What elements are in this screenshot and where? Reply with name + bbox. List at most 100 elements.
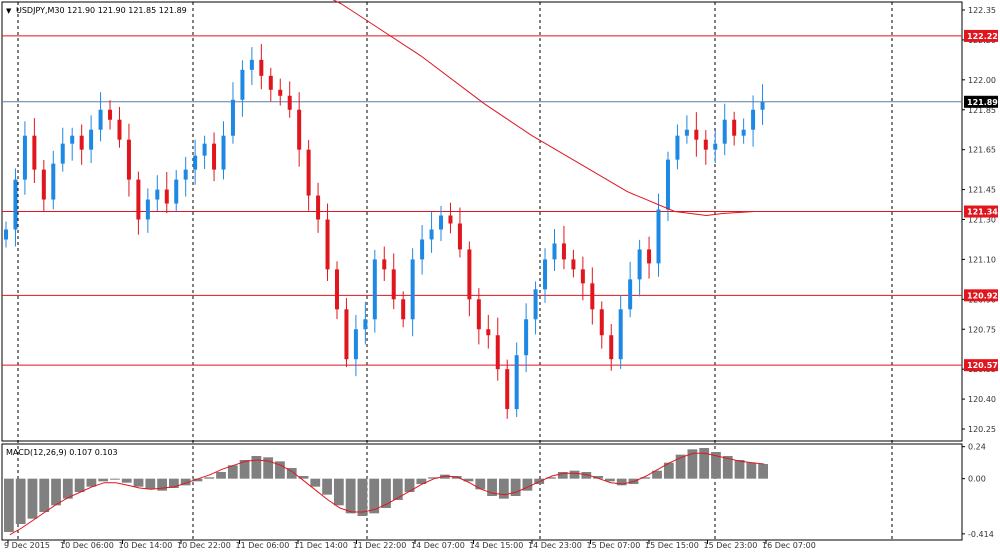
- candle-body: [13, 179, 18, 230]
- y-tick-label: 122.00: [968, 76, 996, 85]
- candle-body: [533, 289, 538, 320]
- macd-histogram-bar: [27, 478, 38, 519]
- x-tick-label: 14 Dec 07:00: [411, 541, 465, 550]
- candle-body: [656, 209, 661, 264]
- candle-body: [306, 149, 311, 196]
- price-level-tag: [964, 205, 998, 218]
- x-tick-label: 11 Dec 22:00: [353, 541, 407, 550]
- candle-body: [722, 119, 727, 144]
- candle-body: [259, 59, 264, 76]
- macd-histogram-bar: [711, 452, 721, 479]
- candle-body: [448, 215, 453, 224]
- macd-histogram-bar: [675, 454, 686, 479]
- macd-histogram-bar: [98, 478, 109, 482]
- macd-y-tick-label: 0.24: [968, 443, 986, 452]
- macd-histogram-bar: [569, 470, 580, 479]
- y-tick-label: 121.10: [968, 255, 996, 264]
- candle-body: [628, 279, 633, 310]
- current-price-tag: [964, 95, 998, 108]
- x-tick-label: 10 Dec 14:00: [119, 541, 173, 550]
- candle-body: [486, 329, 491, 336]
- candle-body: [401, 299, 406, 320]
- macd-histogram-bar: [286, 468, 297, 479]
- candle-body: [344, 309, 349, 360]
- x-tick-label: 14 Dec 23:00: [528, 541, 582, 550]
- candle-body: [316, 195, 321, 220]
- candle-body: [571, 259, 576, 270]
- macd-histogram-bar: [39, 478, 50, 512]
- macd-histogram-bar: [263, 457, 274, 479]
- candle-body: [325, 219, 330, 270]
- candle-body: [287, 95, 292, 110]
- y-tick-label: 121.45: [968, 186, 996, 195]
- candle-body: [741, 129, 746, 136]
- price-level-tag: [964, 29, 998, 42]
- candle-body: [599, 309, 604, 336]
- candle-body: [514, 355, 519, 410]
- macd-histogram-bar: [227, 465, 238, 479]
- macd-histogram-bar: [345, 478, 356, 514]
- x-tick-label: 15 Dec 07:00: [587, 541, 641, 550]
- macd-histogram-bar: [581, 472, 592, 479]
- macd-histogram-bar: [110, 478, 120, 480]
- macd-histogram-bar: [369, 478, 380, 514]
- x-tick-label: 15 Dec 15:00: [645, 541, 699, 550]
- candle-body: [108, 109, 113, 120]
- candle-body: [543, 259, 548, 290]
- macd-histogram-bar: [86, 478, 97, 487]
- candle-body: [505, 369, 510, 410]
- candle-body: [675, 135, 680, 160]
- moving-average-line: [332, 0, 770, 217]
- macd-histogram-bar: [51, 478, 61, 506]
- macd-histogram-bar: [121, 478, 132, 483]
- candle-body: [410, 259, 415, 320]
- macd-histogram-bar: [392, 478, 403, 500]
- x-tick-label: 11 Dec 14:00: [294, 541, 348, 550]
- y-tick-label: 121.65: [968, 146, 996, 155]
- macd-histogram-bar: [310, 478, 321, 487]
- macd-histogram-bar: [510, 478, 521, 496]
- macd-histogram-bar: [74, 478, 85, 492]
- triangle-down-icon[interactable]: ▼: [6, 7, 12, 15]
- candle-body: [164, 189, 169, 204]
- candle-body: [713, 143, 718, 150]
- y-tick-label: 120.25: [968, 425, 996, 434]
- macd-histogram-bar: [758, 464, 768, 479]
- macd-histogram-bar: [4, 478, 14, 532]
- candle-body: [609, 335, 614, 360]
- macd-histogram-bar: [475, 478, 486, 490]
- macd-histogram-bar: [216, 472, 226, 479]
- macd-histogram-bar: [168, 478, 179, 488]
- candle-body: [372, 259, 377, 320]
- price-level-label: 120.57: [967, 361, 998, 370]
- candle-body: [202, 143, 207, 156]
- candle-body: [117, 119, 122, 140]
- macd-y-tick-label: 0.00: [968, 475, 986, 484]
- candle-body: [51, 163, 56, 200]
- candle-body: [552, 243, 557, 260]
- x-tick-label: 9 Dec 2015: [4, 541, 50, 550]
- candle-body: [4, 229, 8, 240]
- macd-histogram-bar: [416, 478, 427, 484]
- macd-header: MACD(12,26,9) 0.107 0.103: [6, 448, 118, 457]
- macd-histogram-bar: [640, 477, 651, 479]
- macd-histogram-bar: [663, 462, 674, 479]
- macd-histogram-bar: [605, 478, 615, 482]
- macd-histogram-bar: [275, 461, 285, 479]
- candle-body: [278, 89, 283, 96]
- candle-body: [665, 159, 670, 210]
- macd-histogram-bar: [15, 478, 26, 524]
- y-tick-label: 121.30: [968, 216, 996, 225]
- candle-body: [457, 223, 462, 250]
- candle-body: [760, 101, 765, 110]
- y-tick-label: 120.75: [968, 325, 996, 334]
- macd-histogram-bar: [381, 478, 391, 508]
- macd-histogram-bar: [251, 456, 262, 479]
- candle-body: [230, 99, 235, 136]
- candle-body: [240, 69, 245, 100]
- macd-signal-line: [9, 452, 765, 536]
- candle-body: [524, 319, 529, 356]
- y-tick-label: 120.40: [968, 395, 996, 404]
